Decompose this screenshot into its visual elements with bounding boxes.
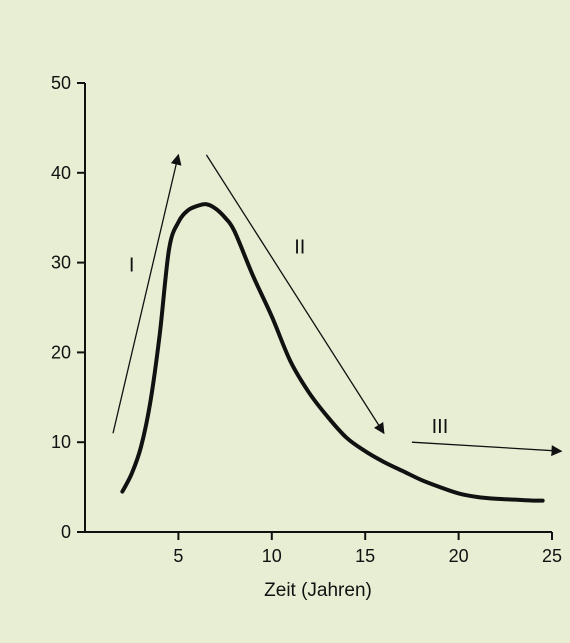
y-tick-label: 0 [61, 522, 71, 542]
y-tick-label: 20 [51, 342, 71, 362]
series-line [120, 202, 545, 503]
y-tick-label: 40 [51, 163, 71, 183]
y-tick-label: 30 [51, 253, 71, 273]
x-tick-label: 10 [262, 546, 282, 566]
phase-label: II [294, 237, 305, 259]
y-tick-label: 10 [51, 432, 71, 452]
x-tick-label: 20 [449, 546, 469, 566]
axes: 0 10 20 30 40 50 5 10 15 20 25 [51, 73, 562, 566]
phase-arrow [112, 153, 182, 434]
phase-arrow [205, 154, 385, 435]
y-tick-label: 50 [51, 73, 71, 93]
x-tick-label: 15 [355, 546, 375, 566]
x-tick-label: 25 [542, 546, 562, 566]
x-tick-label: 5 [173, 546, 183, 566]
phase-arrow [411, 441, 563, 457]
data-series [120, 202, 545, 503]
phase-label: III [432, 416, 449, 438]
x-axis-title: Zeit (Jahren) [264, 580, 372, 601]
phase-label: I [129, 255, 135, 277]
